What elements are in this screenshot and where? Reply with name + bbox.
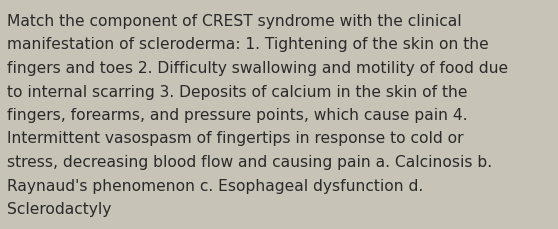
- Text: manifestation of scleroderma: 1. Tightening of the skin on the: manifestation of scleroderma: 1. Tighten…: [7, 37, 489, 52]
- Text: fingers, forearms, and pressure points, which cause pain 4.: fingers, forearms, and pressure points, …: [7, 108, 468, 123]
- Text: stress, decreasing blood flow and causing pain a. Calcinosis b.: stress, decreasing blood flow and causin…: [7, 154, 492, 169]
- Text: Intermittent vasospasm of fingertips in response to cold or: Intermittent vasospasm of fingertips in …: [7, 131, 464, 146]
- Text: to internal scarring 3. Deposits of calcium in the skin of the: to internal scarring 3. Deposits of calc…: [7, 84, 468, 99]
- Text: Match the component of CREST syndrome with the clinical: Match the component of CREST syndrome wi…: [7, 14, 462, 29]
- Text: Sclerodactyly: Sclerodactyly: [7, 201, 112, 216]
- Text: Raynaud's phenomenon c. Esophageal dysfunction d.: Raynaud's phenomenon c. Esophageal dysfu…: [7, 178, 424, 193]
- Text: fingers and toes 2. Difficulty swallowing and motility of food due: fingers and toes 2. Difficulty swallowin…: [7, 61, 508, 76]
